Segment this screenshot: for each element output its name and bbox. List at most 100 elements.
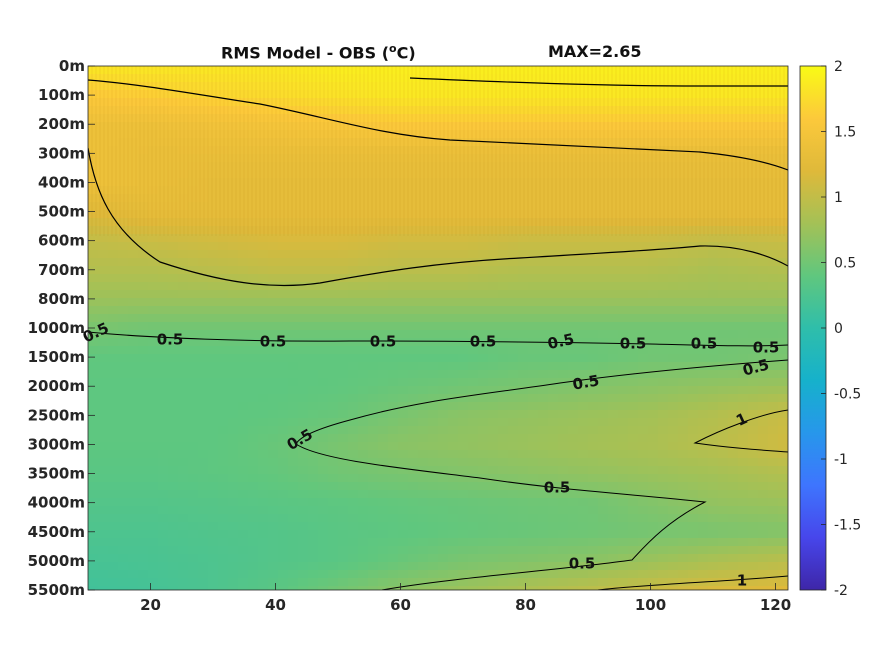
- heatmap-cell: [98, 394, 109, 403]
- heatmap-cell: [278, 186, 289, 195]
- heatmap-cell: [688, 466, 699, 475]
- heatmap-cell: [218, 418, 229, 427]
- heatmap-cell: [338, 82, 349, 91]
- heatmap-cell: [468, 418, 479, 427]
- heatmap-cell: [588, 138, 599, 147]
- heatmap-cell: [618, 82, 629, 91]
- heatmap-cell: [298, 458, 309, 467]
- heatmap-cell: [738, 570, 749, 579]
- heatmap-cell: [288, 322, 299, 331]
- heatmap-cell: [418, 362, 429, 371]
- heatmap-cell: [278, 74, 289, 83]
- heatmap-cell: [358, 290, 369, 299]
- heatmap-cell: [398, 442, 409, 451]
- heatmap-cell: [118, 586, 129, 590]
- heatmap-cell: [448, 314, 459, 323]
- heatmap-cell: [438, 66, 449, 75]
- heatmap-cell: [518, 362, 529, 371]
- heatmap-cell: [158, 354, 169, 363]
- heatmap-cell: [258, 362, 269, 371]
- heatmap-cell: [148, 242, 159, 251]
- heatmap-cell: [218, 162, 229, 171]
- heatmap-cell: [88, 242, 99, 251]
- heatmap-cell: [298, 586, 309, 590]
- heatmap-cell: [188, 218, 199, 227]
- heatmap-cell: [288, 570, 299, 579]
- heatmap-cell: [288, 154, 299, 163]
- heatmap-cell: [538, 314, 549, 323]
- heatmap-cell: [658, 290, 669, 299]
- heatmap-cell: [518, 98, 529, 107]
- heatmap-cell: [488, 90, 499, 99]
- heatmap-cell: [308, 554, 319, 563]
- heatmap-cell: [488, 114, 499, 123]
- heatmap-cell: [298, 490, 309, 499]
- heatmap-cell: [708, 330, 719, 339]
- heatmap-cell: [778, 578, 788, 587]
- heatmap-cell: [478, 146, 489, 155]
- heatmap-cell: [648, 426, 659, 435]
- heatmap-cell: [488, 218, 499, 227]
- heatmap-cell: [368, 82, 379, 91]
- heatmap-cell: [658, 218, 669, 227]
- heatmap-cell: [718, 138, 729, 147]
- heatmap-cell: [388, 530, 399, 539]
- heatmap-cell: [418, 138, 429, 147]
- heatmap-cell: [478, 378, 489, 387]
- heatmap-cell: [108, 418, 119, 427]
- heatmap-cell: [738, 482, 749, 491]
- heatmap-cell: [308, 306, 319, 315]
- heatmap-cell: [668, 562, 679, 571]
- heatmap-cell: [588, 458, 599, 467]
- heatmap-cell: [328, 138, 339, 147]
- heatmap-cell: [658, 442, 669, 451]
- heatmap-cell: [458, 66, 469, 75]
- heatmap-cell: [698, 506, 709, 515]
- heatmap-cell: [398, 378, 409, 387]
- heatmap-cell: [238, 202, 249, 211]
- heatmap-cell: [438, 538, 449, 547]
- heatmap-cell: [588, 234, 599, 243]
- heatmap-cell: [268, 330, 279, 339]
- heatmap-cell: [698, 266, 709, 275]
- heatmap-cell: [578, 394, 589, 403]
- heatmap-cell: [618, 282, 629, 291]
- heatmap-cell: [768, 570, 779, 579]
- heatmap-cell: [698, 386, 709, 395]
- heatmap-cell: [508, 562, 519, 571]
- heatmap-cell: [128, 562, 139, 571]
- heatmap-cell: [338, 74, 349, 83]
- heatmap-cell: [228, 562, 239, 571]
- heatmap-cell: [458, 402, 469, 411]
- heatmap-cell: [598, 522, 609, 531]
- heatmap-cell: [758, 162, 769, 171]
- heatmap-cell: [188, 506, 199, 515]
- heatmap-cell: [558, 418, 569, 427]
- heatmap-cell: [438, 210, 449, 219]
- heatmap-cell: [98, 490, 109, 499]
- heatmap-cell: [618, 234, 629, 243]
- heatmap-cell: [658, 546, 669, 555]
- heatmap-cell: [408, 330, 419, 339]
- heatmap-cell: [258, 258, 269, 267]
- heatmap-cell: [108, 370, 119, 379]
- heatmap-cell: [108, 554, 119, 563]
- heatmap-cell: [588, 194, 599, 203]
- heatmap-cell: [498, 266, 509, 275]
- heatmap-cell: [698, 562, 709, 571]
- heatmap-cell: [688, 298, 699, 307]
- heatmap-cell: [88, 298, 99, 307]
- heatmap-cell: [478, 434, 489, 443]
- heatmap-cell: [478, 442, 489, 451]
- heatmap-cell: [368, 170, 379, 179]
- heatmap-cell: [128, 386, 139, 395]
- heatmap-cell: [218, 442, 229, 451]
- heatmap-cell: [158, 530, 169, 539]
- heatmap-cell: [388, 274, 399, 283]
- heatmap-cell: [508, 370, 519, 379]
- heatmap-cell: [268, 530, 279, 539]
- heatmap-cell: [388, 482, 399, 491]
- heatmap-cell: [158, 170, 169, 179]
- heatmap-cell: [678, 162, 689, 171]
- heatmap-cell: [718, 450, 729, 459]
